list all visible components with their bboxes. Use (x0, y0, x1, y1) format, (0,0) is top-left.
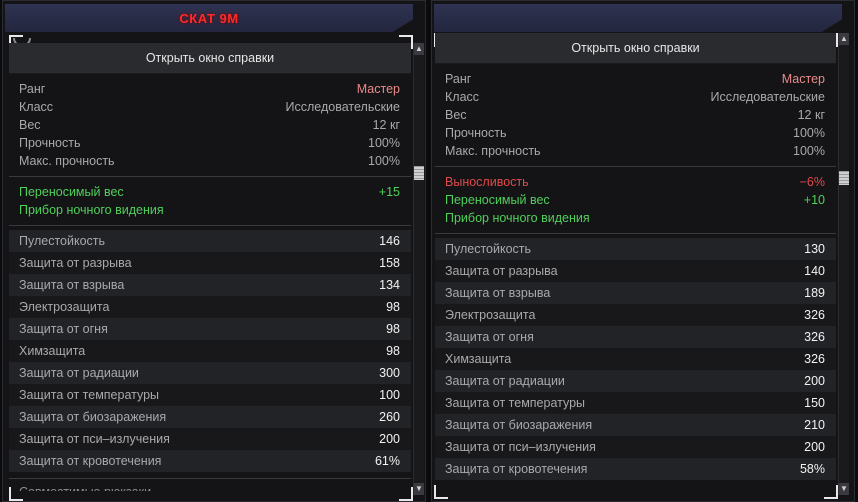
stat-row: Защита от температуры 100 (9, 384, 411, 406)
scroll-thumb[interactable] (414, 166, 424, 180)
scrollbar[interactable]: ▲ ▼ (413, 43, 424, 495)
info-row-max-durability: Макс. прочность 100% (19, 154, 400, 168)
corner-bracket (9, 35, 23, 49)
title-bar (434, 4, 842, 32)
open-help-button[interactable]: Открыть окно справки (9, 43, 411, 74)
protection-stats-list: Пулестойкость 146 Защита от разрыва 158 За… (9, 226, 411, 472)
corner-bracket (824, 485, 838, 499)
info-row-class: Класс Исследовательские (19, 100, 400, 114)
bonus-row: Выносливость −6% (445, 175, 825, 189)
info-row-weight: Вес 12 кг (19, 118, 400, 132)
bonus-section: Выносливость −6% Переносимый вес +10 Прибо… (435, 167, 836, 234)
bonus-section: Переносимый вес +15 Прибор ночного видени… (9, 177, 411, 226)
info-section: Ранг Мастер Класс Исследовательские Вес 12 … (435, 64, 836, 167)
stat-row: Защита от разрыва 158 (9, 252, 411, 274)
open-help-button[interactable]: Открыть окно справки (435, 33, 836, 64)
bonus-row: Прибор ночного видения (19, 203, 164, 217)
corner-bracket (399, 487, 413, 501)
stat-row: Защита от огня 326 (435, 326, 836, 348)
stat-row: Защита от кровотечения 58% (435, 458, 836, 480)
corner-bracket (399, 35, 413, 49)
tooltip-content: Открыть окно справки Ранг Мастер Класс Исс… (435, 33, 836, 491)
title-bar: СКАТ 9М (5, 4, 413, 32)
stat-row: Защита от взрыва 189 (435, 282, 836, 304)
item-tooltip-right: Открыть окно справки Ранг Мастер Класс Исс… (431, 0, 855, 502)
scroll-up-icon[interactable]: ▲ (414, 43, 424, 55)
stat-row: Защита от радиации 200 (435, 370, 836, 392)
stat-row: Защита от биозаражения 260 (9, 406, 411, 428)
info-section: Ранг Мастер Класс Исследовательские Вес 12 … (9, 74, 411, 177)
protection-stats-list: Пулестойкость 130 Защита от разрыва 140 За… (435, 234, 836, 480)
corner-bracket (434, 485, 448, 499)
item-tooltip-left: СКАТ 9М Открыть окно справки Ранг Мастер … (2, 0, 426, 502)
stat-row: Химзащита 326 (435, 348, 836, 370)
bonus-row: Переносимый вес +15 (19, 185, 400, 199)
info-row-max-durability: Макс. прочность 100% (445, 144, 825, 158)
info-row-durability: Прочность 100% (445, 126, 825, 140)
bonus-row: Прибор ночного видения (445, 211, 590, 225)
stat-row: Защита от температуры 150 (435, 392, 836, 414)
compatible-backpacks-label: Совместимые рюкзаки (9, 478, 411, 491)
scrollbar[interactable]: ▲ ▼ (838, 33, 849, 495)
stat-row: Пулестойкость 130 (435, 238, 836, 260)
stat-row: Химзащита 98 (9, 340, 411, 362)
stat-row: Защита от биозаражения 210 (435, 414, 836, 436)
stat-row: Пулестойкость 146 (9, 230, 411, 252)
stat-row: Защита от пси–излучения 200 (9, 428, 411, 450)
item-title: СКАТ 9М (179, 10, 239, 26)
tooltip-content: Открыть окно справки Ранг Мастер Класс Исс… (9, 43, 411, 491)
bonus-row: Переносимый вес +10 (445, 193, 825, 207)
info-row-weight: Вес 12 кг (445, 108, 825, 122)
stat-row: Электрозащита 98 (9, 296, 411, 318)
scroll-down-icon[interactable]: ▼ (414, 483, 424, 495)
stat-row: Защита от кровотечения 61% (9, 450, 411, 472)
scroll-thumb[interactable] (839, 171, 849, 185)
info-row-rank: Ранг Мастер (19, 82, 400, 96)
stat-row: Защита от огня 98 (9, 318, 411, 340)
stat-row: Электрозащита 326 (435, 304, 836, 326)
stat-row: Защита от разрыва 140 (435, 260, 836, 282)
info-row-class: Класс Исследовательские (445, 90, 825, 104)
corner-bracket (9, 487, 23, 501)
scroll-up-icon[interactable]: ▲ (839, 33, 849, 45)
scroll-down-icon[interactable]: ▼ (839, 483, 849, 495)
info-row-rank: Ранг Мастер (445, 72, 825, 86)
stat-row: Защита от радиации 300 (9, 362, 411, 384)
stat-row: Защита от взрыва 134 (9, 274, 411, 296)
stat-row: Защита от пси–излучения 200 (435, 436, 836, 458)
info-row-durability: Прочность 100% (19, 136, 400, 150)
